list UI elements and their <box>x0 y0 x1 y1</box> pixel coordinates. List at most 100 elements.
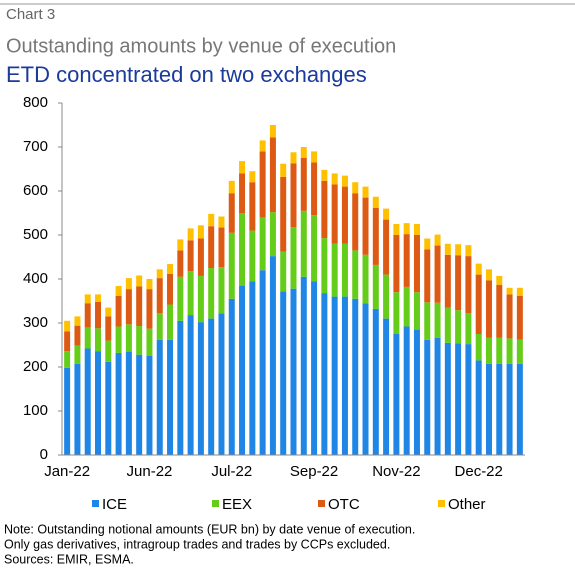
bar-segment <box>95 351 102 455</box>
bar-segment <box>403 326 410 455</box>
bar-segment <box>475 263 482 275</box>
bar-segment <box>156 339 163 455</box>
bar-segment <box>218 313 225 455</box>
bar-segment <box>197 275 204 323</box>
bar-segment <box>516 363 523 455</box>
bar-segment <box>352 193 359 251</box>
legend-label: Other <box>448 496 486 513</box>
bar-segment <box>125 289 132 325</box>
bar-segment <box>516 287 523 296</box>
bar-segment <box>269 212 276 257</box>
legend-swatch <box>318 500 325 507</box>
bar-segment <box>506 363 513 455</box>
bar-segment <box>362 197 369 255</box>
bar-segment <box>125 324 132 352</box>
bar-segment <box>136 286 143 327</box>
bar-segment <box>95 328 102 352</box>
bar-segment <box>485 337 492 364</box>
bar-segment <box>290 163 297 228</box>
bar-segment <box>321 293 328 455</box>
bar-segment <box>290 227 297 289</box>
bar-segment <box>239 173 246 213</box>
bar-segment <box>300 158 307 211</box>
bar-segment <box>136 326 143 355</box>
bar-segment <box>383 219 390 275</box>
note: Sources: EMIR, ESMA. <box>4 552 134 566</box>
bar-segment <box>197 322 204 455</box>
bar-segment <box>413 329 420 455</box>
bar-segment <box>331 184 338 244</box>
bar-segment <box>341 243 348 297</box>
bar-segment <box>218 267 225 314</box>
bar-segment <box>74 325 81 346</box>
bar-segment <box>197 225 204 239</box>
bar-segment <box>280 163 287 177</box>
bar-segment <box>455 310 462 344</box>
bar-segment <box>259 217 266 271</box>
bar-segment <box>465 344 472 455</box>
bar-segment <box>341 175 348 187</box>
bar-segment <box>259 151 266 218</box>
legend-label: OTC <box>328 496 360 513</box>
y-tick-label: 500 <box>23 226 48 243</box>
bar-segment <box>300 276 307 455</box>
bar-segment <box>465 256 472 314</box>
bar-segment <box>475 274 482 334</box>
bar-segment <box>362 303 369 455</box>
bar-segment <box>197 238 204 276</box>
bar-segment <box>434 245 441 303</box>
bar-segment <box>341 186 348 244</box>
bar-segment <box>167 339 174 455</box>
bar-segment <box>177 320 184 455</box>
y-tick-label: 700 <box>23 138 48 155</box>
bar-segment <box>177 250 184 277</box>
bar-segment <box>300 147 307 158</box>
bar-segment <box>249 281 256 455</box>
bar-segment <box>249 230 256 282</box>
bar-segment <box>485 280 492 338</box>
bar-segment <box>434 234 441 246</box>
x-tick-label: Jul-22 <box>211 463 252 480</box>
bar-segment <box>496 275 503 285</box>
note: Only gas derivatives, intragroup trades … <box>4 537 390 551</box>
bar-segment <box>362 186 369 198</box>
bar-segment <box>496 337 503 364</box>
bar-segment <box>208 318 215 455</box>
bar-segment <box>352 298 359 455</box>
bar-segment <box>156 278 163 314</box>
bar-segment <box>115 286 122 296</box>
bar-segment <box>84 327 91 349</box>
bar-segment <box>424 238 431 250</box>
bar-segment <box>506 287 513 295</box>
bar-segment <box>259 270 266 455</box>
bar-segment <box>208 213 215 227</box>
bar-segment <box>280 291 287 455</box>
y-tick-label: 300 <box>23 314 48 331</box>
bar-segment <box>105 340 112 362</box>
bar-segment <box>475 334 482 361</box>
bar-segment <box>115 295 122 327</box>
bar-segment <box>413 292 420 330</box>
bar-segment <box>269 137 276 213</box>
y-tick-label: 100 <box>23 402 48 419</box>
bar-segment <box>444 243 451 255</box>
bar-segment <box>249 171 256 183</box>
bar-segment <box>187 228 194 241</box>
bar-segment <box>228 232 235 299</box>
bar-segment <box>516 339 523 364</box>
bar-segment <box>136 354 143 455</box>
bar-segment <box>105 361 112 455</box>
chart-label: Chart 3 <box>6 6 55 23</box>
bar-segment <box>64 331 71 352</box>
bar-segment <box>239 213 246 286</box>
bar-segment <box>146 356 153 455</box>
bar-segment <box>465 313 472 345</box>
bar-segment <box>321 238 328 294</box>
bar-segment <box>455 255 462 311</box>
bar-segment <box>64 320 71 332</box>
bar-segment <box>455 343 462 455</box>
bar-segment <box>280 176 287 252</box>
bar-segment <box>136 275 143 287</box>
bar-segment <box>156 269 163 279</box>
bar-segment <box>372 196 379 208</box>
